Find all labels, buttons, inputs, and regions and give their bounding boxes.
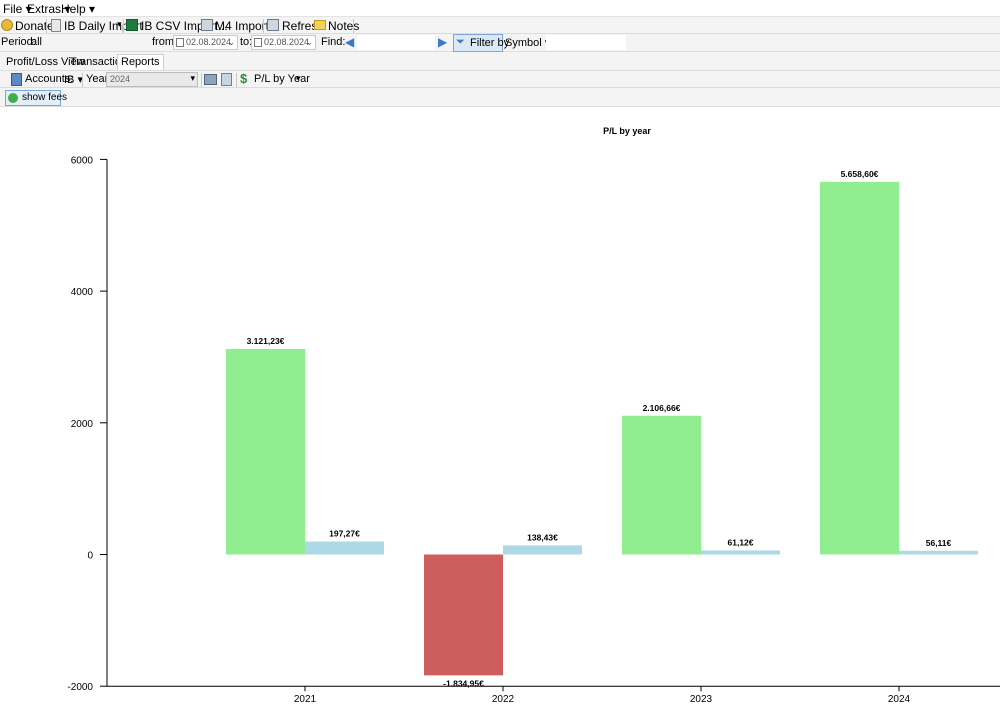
chart-marks: 6000 4000 2000 0 -2000 2021 3.121,23€ 197,27€ 20… xyxy=(67,155,1000,705)
x-tick-label: 2021 xyxy=(294,694,317,705)
to-date-picker[interactable]: 02.08.2024 ⌄ xyxy=(251,35,316,50)
y-tick-label: 0 xyxy=(87,551,93,562)
coins-icon xyxy=(1,19,13,31)
previous-icon[interactable]: ◀ xyxy=(345,35,355,49)
accounts-select[interactable]: IB ▾ xyxy=(64,74,83,86)
to-date-value: 02.08.2024 xyxy=(264,37,310,47)
checkbox-icon[interactable] xyxy=(176,38,184,47)
pl-value-label: 5.658,60€ xyxy=(841,169,879,179)
toolbar-separator xyxy=(236,73,237,87)
accounts-label: Accounts: xyxy=(25,73,74,85)
tab-strip: Profit/Loss View Transactions Reports xyxy=(0,52,1000,70)
print-preview-icon[interactable] xyxy=(221,73,232,86)
database-icon xyxy=(11,73,22,86)
pl-bar xyxy=(226,348,305,555)
x-tick-label: 2023 xyxy=(690,694,713,705)
toolbar-separator xyxy=(46,19,47,33)
menu-extras[interactable]: Extras ▾ xyxy=(27,2,71,16)
tab-reports[interactable]: Reports xyxy=(117,54,164,70)
from-label: from: xyxy=(152,36,178,48)
excel-icon xyxy=(126,19,138,31)
refresh-label: Refresh xyxy=(282,19,325,33)
pl-value-label: 2.106,66€ xyxy=(643,403,681,413)
from-date-picker[interactable]: 02.08.2024 ⌄ xyxy=(173,35,238,50)
show-fees-label: show fees xyxy=(22,92,68,103)
tab-profit-loss-view[interactable]: Profit/Loss View xyxy=(6,56,85,68)
period-select[interactable]: all xyxy=(31,36,43,48)
checkmark-icon xyxy=(8,93,18,103)
checkbox-icon[interactable] xyxy=(254,38,262,47)
report-type-label: P/L by Year xyxy=(254,73,310,85)
import-icon xyxy=(201,19,213,31)
refresh-icon xyxy=(267,19,279,31)
filter-field-select[interactable]: Symbol ▾ xyxy=(505,37,550,49)
donate-label: Donate xyxy=(15,19,54,33)
y-tick-label: 4000 xyxy=(71,287,94,298)
toolbar-separator xyxy=(123,19,124,33)
reports-toolbar: Accounts: IB ▾ Year: 2024 ▾ $ P/L by Yea… xyxy=(0,70,1000,88)
find-label: Find: xyxy=(321,36,346,48)
envelope-icon xyxy=(314,20,326,30)
find-input[interactable] xyxy=(357,35,435,50)
printer-icon[interactable] xyxy=(204,74,217,85)
toolbar-separator xyxy=(201,73,202,87)
pl-bar xyxy=(820,181,899,555)
chevron-down-icon: ⌄ xyxy=(305,37,313,47)
tab-transactions[interactable]: Transactions xyxy=(70,56,133,68)
dropdown-arrow-icon: ▾ xyxy=(117,19,122,29)
show-fees-toggle[interactable]: show fees xyxy=(5,90,67,106)
document-icon xyxy=(51,19,61,32)
filter-by-label: Filter by xyxy=(470,37,510,49)
toolbar-separator xyxy=(353,19,354,33)
pl-bar xyxy=(622,415,701,555)
funnel-icon: ⏷ xyxy=(456,36,465,48)
pl-bar xyxy=(424,554,503,676)
year-label: Year: xyxy=(86,73,112,85)
y-tick-label: 6000 xyxy=(71,155,94,166)
fees-value-label: 56,11€ xyxy=(926,538,952,548)
next-icon[interactable]: ▶ xyxy=(438,35,448,49)
fees-value-label: 61,12€ xyxy=(728,537,754,547)
fees-bar xyxy=(305,541,384,555)
year-select[interactable]: 2024 ▾ xyxy=(106,72,198,87)
from-date-value: 02.08.2024 xyxy=(186,37,232,47)
x-tick-label: 2022 xyxy=(492,694,515,705)
fees-value-label: 197,27€ xyxy=(329,529,360,539)
filter-by-button[interactable]: ⏷ Filter by xyxy=(453,34,509,52)
dropdown-arrow-icon: ▾ xyxy=(296,73,301,83)
dropdown-arrow-icon: ▾ xyxy=(190,73,195,83)
x-tick-label: 2024 xyxy=(888,694,911,705)
chevron-down-icon: ⌄ xyxy=(227,37,235,47)
pl-value-label: 3.121,23€ xyxy=(247,336,285,346)
year-value: 2024 xyxy=(110,74,131,84)
dollar-icon: $ xyxy=(240,71,248,86)
y-tick-label: 2000 xyxy=(71,419,94,430)
chart-title: P/L by year xyxy=(603,126,651,136)
pl-value-label: -1.834,95€ xyxy=(443,678,484,688)
toolbar-separator xyxy=(263,19,264,33)
fees-value-label: 138,43€ xyxy=(527,532,558,542)
filter-value-input[interactable] xyxy=(546,35,626,50)
menu-help[interactable]: Help ▾ xyxy=(61,2,96,16)
menu-file[interactable]: File ▾ xyxy=(3,2,32,16)
main-toolbar: Donate IB Daily Import ▾ IB CSV Import..… xyxy=(0,16,1000,34)
notes-label: Notes xyxy=(328,19,360,33)
y-tick-label: -2000 xyxy=(67,682,93,693)
fees-bar xyxy=(899,550,978,555)
period-label: Period: xyxy=(1,36,36,48)
fees-bar xyxy=(503,545,582,555)
to-label: to: xyxy=(240,36,253,48)
filter-toolbar: Period: all from: 02.08.2024 ⌄ to: 02.08… xyxy=(0,34,1000,52)
chart-options-bar: show fees xyxy=(0,88,1000,107)
pl-by-year-chart: P/L by year 6000 4000 2000 0 -2000 2021 3.121,… xyxy=(67,126,1000,705)
toolbar-separator xyxy=(82,73,83,87)
menu-bar: File ▾ Extras ▾ Help ▾ xyxy=(0,0,1000,16)
fees-bar xyxy=(701,550,780,555)
